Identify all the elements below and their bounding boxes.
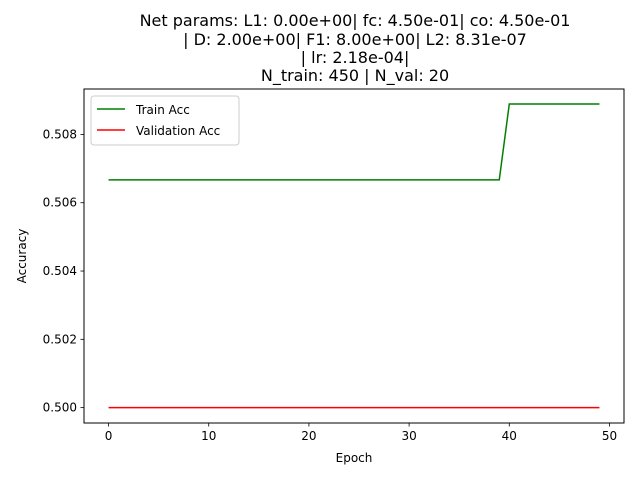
x-tick-label: 30	[401, 429, 416, 443]
chart-title-line-2: | D: 2.00e+00| F1: 8.00e+00| L2: 8.31e-0…	[183, 30, 527, 49]
y-axis-label: Accuracy	[15, 229, 29, 284]
chart-title-line-1: Net params: L1: 0.00e+00| fc: 4.50e-01| …	[139, 11, 571, 30]
x-tick-label: 50	[602, 429, 617, 443]
y-tick-label: 0.506	[43, 196, 77, 210]
x-tick-label: 10	[201, 429, 216, 443]
legend-label-train-acc: Train Acc	[135, 103, 190, 117]
chart-title-line-3: | lr: 2.18e-04|	[300, 48, 410, 67]
chart-title-line-4: N_train: 450 | N_val: 20	[260, 66, 450, 85]
y-tick-label: 0.500	[43, 401, 77, 415]
x-tick-label: 40	[502, 429, 517, 443]
series-line-train-acc	[108, 103, 600, 181]
chart-legend: Train Acc Validation Acc	[90, 95, 240, 146]
legend-box	[90, 95, 240, 146]
x-tick-label: 20	[301, 429, 316, 443]
legend-label-validation-acc: Validation Acc	[136, 124, 220, 138]
y-tick-label: 0.504	[43, 264, 77, 278]
x-tick-label: 0	[105, 429, 113, 443]
y-tick-label: 0.502	[43, 332, 77, 346]
x-axis-label: Epoch	[336, 451, 373, 465]
plot-area-frame	[83, 88, 625, 424]
y-tick-label: 0.508	[43, 127, 77, 141]
